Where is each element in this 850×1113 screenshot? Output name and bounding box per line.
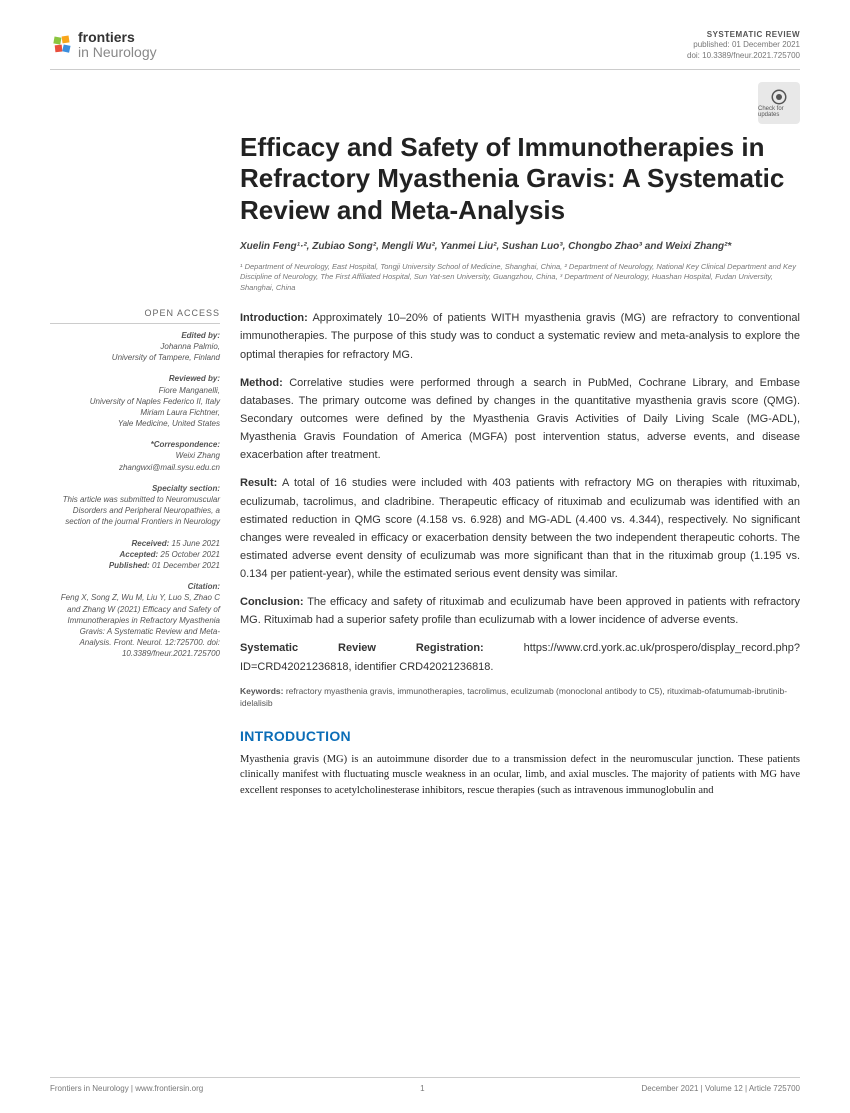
edited-by-label: Edited by: <box>50 330 220 341</box>
introduction-heading: INTRODUCTION <box>240 728 800 744</box>
footer-left: Frontiers in Neurology | www.frontiersin… <box>50 1084 203 1093</box>
doi: doi: 10.3389/fneur.2021.725700 <box>687 51 800 61</box>
page-header: frontiers in Neurology SYSTEMATIC REVIEW… <box>50 30 800 70</box>
result-label: Result: <box>240 477 277 489</box>
correspondence-name: Weixi Zhang <box>50 450 220 461</box>
keywords-text: refractory myasthenia gravis, immunother… <box>240 686 787 708</box>
published-date: 01 December 2021 <box>152 561 220 570</box>
publication-meta: SYSTEMATIC REVIEW published: 01 December… <box>687 30 800 61</box>
received-date: 15 June 2021 <box>172 539 221 548</box>
introduction-body: Myasthenia gravis (MG) is an autoimmune … <box>240 752 800 799</box>
affiliations: ¹ Department of Neurology, East Hospital… <box>240 262 800 294</box>
correspondence-email: zhangwxi@mail.sysu.edu.cn <box>50 462 220 473</box>
result-text: A total of 16 studies were included with… <box>240 477 800 580</box>
publish-date: published: 01 December 2021 <box>687 40 800 50</box>
abstract: Introduction: Approximately 10–20% of pa… <box>240 309 800 709</box>
frontiers-logo-icon <box>50 33 74 57</box>
reviewer-1: Fiore Manganelli, <box>50 385 220 396</box>
article-title: Efficacy and Safety of Immunotherapies i… <box>240 132 800 226</box>
registration-label: Systematic Review Registration: <box>240 642 484 654</box>
crossmark-icon <box>770 88 788 106</box>
editor-affiliation: University of Tampere, Finland <box>50 352 220 363</box>
received-label: Received: <box>131 539 169 548</box>
published-label: Published: <box>109 561 150 570</box>
intro-text: Approximately 10–20% of patients WITH my… <box>240 312 800 360</box>
article-type: SYSTEMATIC REVIEW <box>687 30 800 40</box>
reviewer-2: Miriam Laura Fichtner, <box>50 407 220 418</box>
journal-logo: frontiers in Neurology <box>50 30 157 61</box>
accepted-date: 25 October 2021 <box>160 550 220 559</box>
reviewed-by-label: Reviewed by: <box>50 373 220 384</box>
conclusion-text: The efficacy and safety of rituximab and… <box>240 596 800 626</box>
conclusion-label: Conclusion: <box>240 596 304 608</box>
metadata-sidebar: OPEN ACCESS Edited by: Johanna Palmio, U… <box>50 82 220 799</box>
check-updates-label: Check for updates <box>758 106 800 118</box>
check-updates-badge[interactable]: Check for updates <box>758 82 800 124</box>
footer-right: December 2021 | Volume 12 | Article 7257… <box>642 1084 800 1093</box>
reviewer-2-aff: Yale Medicine, United States <box>50 418 220 429</box>
open-access-label: OPEN ACCESS <box>50 307 220 324</box>
author-list: Xuelin Feng¹·², Zubiao Song², Mengli Wu²… <box>240 240 800 254</box>
correspondence-label: *Correspondence: <box>50 439 220 450</box>
main-content: Check for updates Efficacy and Safety of… <box>240 82 800 799</box>
journal-name: in Neurology <box>78 44 157 60</box>
editor-name: Johanna Palmio, <box>50 341 220 352</box>
method-label: Method: <box>240 377 283 389</box>
page-footer: Frontiers in Neurology | www.frontiersin… <box>50 1077 800 1093</box>
accepted-label: Accepted: <box>119 550 158 559</box>
citation-text: Feng X, Song Z, Wu M, Liu Y, Luo S, Zhao… <box>50 592 220 659</box>
brand-name: frontiers <box>78 29 135 45</box>
method-text: Correlative studies were performed throu… <box>240 377 800 462</box>
citation-label: Citation: <box>50 581 220 592</box>
footer-page-number: 1 <box>420 1084 424 1093</box>
keywords-label: Keywords: <box>240 686 283 696</box>
specialty-label: Specialty section: <box>50 483 220 494</box>
intro-label: Introduction: <box>240 312 308 324</box>
reviewer-1-aff: University of Naples Federico II, Italy <box>50 396 220 407</box>
specialty-text: This article was submitted to Neuromuscu… <box>50 494 220 528</box>
